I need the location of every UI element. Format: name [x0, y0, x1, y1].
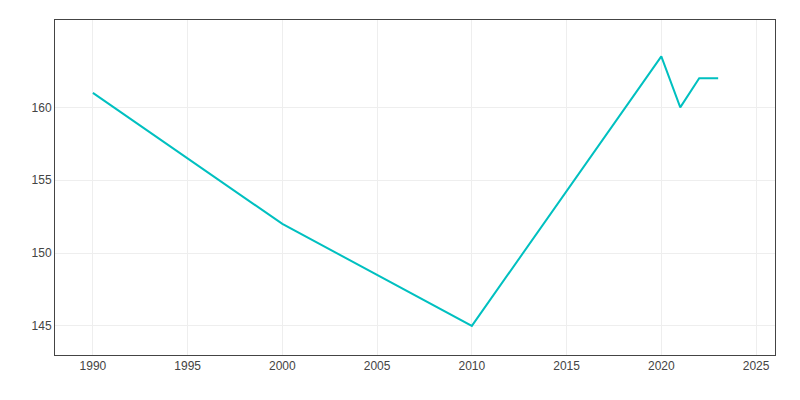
svg-text:2020: 2020	[648, 359, 675, 373]
svg-text:160: 160	[32, 101, 52, 115]
svg-text:2025: 2025	[743, 359, 770, 373]
svg-text:155: 155	[32, 173, 52, 187]
svg-text:150: 150	[32, 246, 52, 260]
svg-text:1990: 1990	[80, 359, 107, 373]
svg-text:2015: 2015	[553, 359, 580, 373]
svg-text:1995: 1995	[174, 359, 201, 373]
svg-text:2005: 2005	[364, 359, 391, 373]
svg-text:2010: 2010	[458, 359, 485, 373]
svg-text:145: 145	[32, 319, 52, 333]
svg-text:2000: 2000	[269, 359, 296, 373]
